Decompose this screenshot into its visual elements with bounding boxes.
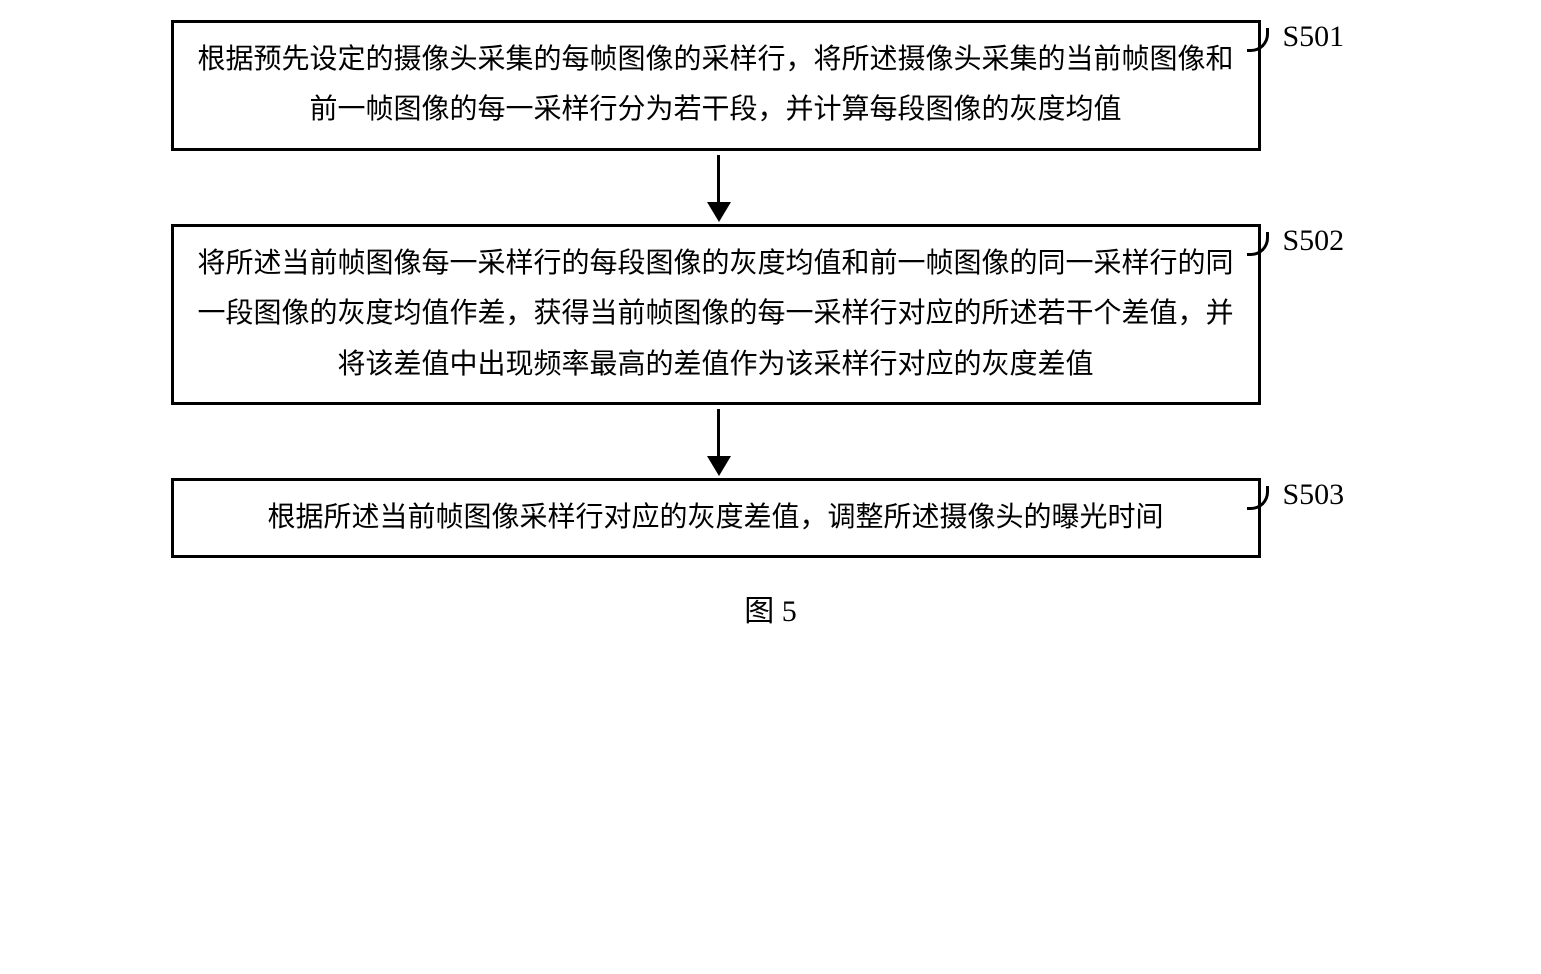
step-row: 将所述当前帧图像每一采样行的每段图像的灰度均值和前一帧图像的同一采样行的同一段图…	[171, 224, 1371, 405]
arrow-shaft	[717, 409, 720, 457]
figure-caption: 图 5	[744, 586, 797, 630]
step-label-s502: S502	[1261, 224, 1371, 258]
label-col: S502	[1261, 224, 1371, 258]
arrow-shaft	[717, 155, 720, 203]
step-label-s503: S503	[1261, 478, 1371, 512]
arrow-down-icon	[707, 409, 731, 476]
caption-text: 图 5	[744, 595, 797, 628]
step-label-text: S501	[1283, 20, 1345, 54]
label-col: S501	[1261, 20, 1371, 54]
step-row: 根据预先设定的摄像头采集的每帧图像的采样行，将所述摄像头采集的当前帧图像和前一帧…	[171, 20, 1371, 151]
step-text: 将所述当前帧图像每一采样行的每段图像的灰度均值和前一帧图像的同一采样行的同一段图…	[197, 248, 1233, 380]
step-text: 根据预先设定的摄像头采集的每帧图像的采样行，将所述摄像头采集的当前帧图像和前一帧…	[197, 44, 1233, 125]
label-col: S503	[1261, 478, 1371, 512]
step-row: 根据所述当前帧图像采样行对应的灰度差值，调整所述摄像头的曝光时间 S503	[171, 478, 1371, 558]
step-label-s501: S501	[1261, 20, 1371, 54]
step-label-text: S503	[1283, 478, 1345, 512]
flowchart-container: 根据预先设定的摄像头采集的每帧图像的采样行，将所述摄像头采集的当前帧图像和前一帧…	[171, 20, 1371, 630]
step-label-text: S502	[1283, 224, 1345, 258]
step-box-s501: 根据预先设定的摄像头采集的每帧图像的采样行，将所述摄像头采集的当前帧图像和前一帧…	[171, 20, 1261, 151]
arrow-head	[707, 456, 731, 476]
label-connector-icon	[1247, 232, 1269, 256]
label-connector-icon	[1247, 28, 1269, 52]
step-box-s503: 根据所述当前帧图像采样行对应的灰度差值，调整所述摄像头的曝光时间	[171, 478, 1261, 558]
step-text: 根据所述当前帧图像采样行对应的灰度差值，调整所述摄像头的曝光时间	[267, 502, 1163, 533]
step-box-s502: 将所述当前帧图像每一采样行的每段图像的灰度均值和前一帧图像的同一采样行的同一段图…	[171, 224, 1261, 405]
arrow-down-icon	[707, 155, 731, 222]
label-connector-icon	[1247, 486, 1269, 510]
arrow-head	[707, 202, 731, 222]
